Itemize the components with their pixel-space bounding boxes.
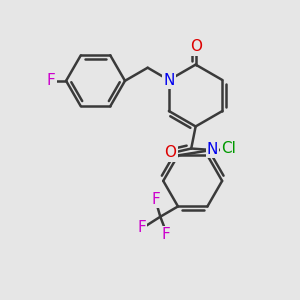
Text: O: O xyxy=(190,39,202,54)
Text: F: F xyxy=(47,73,56,88)
Text: F: F xyxy=(137,220,146,235)
Text: H: H xyxy=(221,138,232,152)
Text: O: O xyxy=(165,146,177,160)
Text: F: F xyxy=(162,227,171,242)
Text: Cl: Cl xyxy=(221,141,236,156)
Text: N: N xyxy=(163,73,175,88)
Text: N: N xyxy=(207,142,218,157)
Text: F: F xyxy=(152,192,160,207)
